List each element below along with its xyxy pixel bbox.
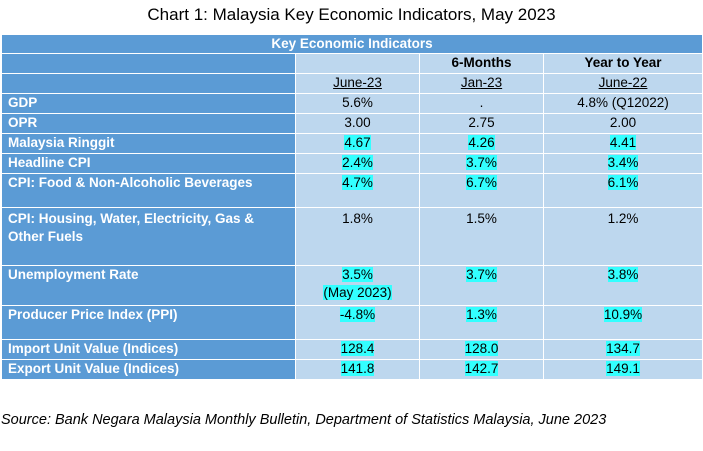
cell-june-22: 2.00 — [542, 113, 703, 134]
row-label: Unemployment Rate — [1, 265, 296, 306]
cell-jan-23: 4.26 — [419, 133, 544, 154]
cell-jan-23: 128.0 — [419, 339, 544, 360]
cell-june-22: 4.8% (Q12022) — [542, 93, 703, 114]
table-row: Producer Price Index (PPI) -4.8% 1.3% 10… — [1, 305, 703, 340]
cell-june-23: 5.6% — [295, 93, 420, 114]
table-row: Headline CPI 2.4% 3.7% 3.4% — [1, 153, 703, 174]
cell-june-22: 134.7 — [542, 339, 703, 360]
cell-june-22: 3.4% — [542, 153, 703, 174]
cell-june-23: 1.8% — [295, 207, 420, 266]
cell-june-22: 6.1% — [542, 173, 703, 208]
table-row: OPR 3.00 2.75 2.00 — [1, 113, 703, 134]
cell-june-22: 10.9% — [542, 305, 703, 340]
table-row: Export Unit Value (Indices) 141.8 142.7 … — [1, 359, 703, 380]
cell-note: (May 2023) — [323, 285, 392, 300]
cell-jan-23: 3.7% — [419, 153, 544, 174]
indicators-table: Key Economic Indicators 6-Months Year to… — [0, 34, 703, 380]
row-label: CPI: Food & Non-Alcoholic Beverages — [1, 173, 296, 208]
cell-jan-23: 6.7% — [419, 173, 544, 208]
row-label: Malaysia Ringgit — [1, 133, 296, 154]
row-label: GDP — [1, 93, 296, 114]
cell-jan-23: 1.3% — [419, 305, 544, 340]
cell-june-23: 3.00 — [295, 113, 420, 134]
row-label: Import Unit Value (Indices) — [1, 339, 296, 360]
cell-june-22: 149.1 — [542, 359, 703, 380]
source-note: Source: Bank Negara Malaysia Monthly Bul… — [1, 412, 607, 428]
cell-june-23: 3.5% (May 2023) — [295, 265, 420, 306]
cell-june-22: 4.41 — [542, 133, 703, 154]
cell-june-22: 3.8% — [542, 265, 703, 306]
group-header-6-months: 6-Months — [419, 53, 544, 74]
row-label: Export Unit Value (Indices) — [1, 359, 296, 380]
cell-june-22: 1.2% — [542, 207, 703, 266]
period-header-june-22: June-22 — [542, 73, 703, 94]
table-header: Key Economic Indicators — [0, 34, 703, 54]
cell-june-23: 2.4% — [295, 153, 420, 174]
table-row: Unemployment Rate 3.5% (May 2023) 3.7% 3… — [1, 265, 703, 306]
cell-jan-23: . — [419, 93, 544, 114]
table-row: GDP 5.6% . 4.8% (Q12022) — [1, 93, 703, 114]
period-header-june-23: June-23 — [295, 73, 420, 94]
table-row: Import Unit Value (Indices) 128.4 128.0 … — [1, 339, 703, 360]
cell-jan-23: 2.75 — [419, 113, 544, 134]
cell-june-23: 4.67 — [295, 133, 420, 154]
group-header-current — [295, 53, 420, 74]
cell-june-23: -4.8% — [295, 305, 420, 340]
table-row: CPI: Food & Non-Alcoholic Beverages 4.7%… — [1, 173, 703, 208]
cell-jan-23: 3.7% — [419, 265, 544, 306]
table-row: Malaysia Ringgit 4.67 4.26 4.41 — [1, 133, 703, 154]
group-header-blank — [1, 53, 296, 74]
table-row: CPI: Housing, Water, Electricity, Gas & … — [1, 207, 703, 266]
period-header-jan-23: Jan-23 — [419, 73, 544, 94]
cell-june-23: 4.7% — [295, 173, 420, 208]
group-header-year-to-year: Year to Year — [542, 53, 703, 74]
row-label: Headline CPI — [1, 153, 296, 174]
row-label: OPR — [1, 113, 296, 134]
period-header-blank — [1, 73, 296, 94]
row-label: Producer Price Index (PPI) — [1, 305, 296, 340]
cell-june-23: 128.4 — [295, 339, 420, 360]
cell-jan-23: 1.5% — [419, 207, 544, 266]
cell-jan-23: 142.7 — [419, 359, 544, 380]
chart-title: Chart 1: Malaysia Key Economic Indicator… — [147, 5, 556, 24]
cell-june-23: 141.8 — [295, 359, 420, 380]
row-label: CPI: Housing, Water, Electricity, Gas & … — [1, 207, 296, 266]
